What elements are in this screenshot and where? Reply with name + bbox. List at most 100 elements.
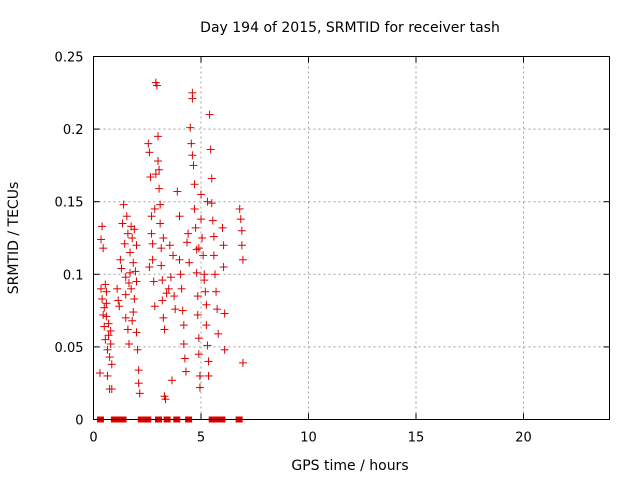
data-point bbox=[235, 204, 244, 213]
data-point bbox=[95, 369, 104, 378]
data-point bbox=[158, 276, 167, 285]
y-tick-label: 0.25 bbox=[55, 51, 84, 66]
data-point bbox=[157, 261, 166, 270]
data-point bbox=[236, 215, 245, 224]
data-point bbox=[99, 310, 108, 319]
data-point bbox=[181, 367, 190, 376]
data-point bbox=[180, 354, 189, 363]
data-point bbox=[161, 395, 170, 404]
data-point bbox=[188, 151, 197, 160]
data-point bbox=[114, 296, 123, 305]
data-point bbox=[156, 219, 165, 228]
data-point bbox=[106, 326, 115, 335]
data-point bbox=[148, 255, 157, 264]
data-point bbox=[155, 184, 164, 193]
data-point bbox=[208, 216, 217, 225]
data-point bbox=[190, 204, 199, 213]
data-point bbox=[204, 357, 213, 366]
data-point bbox=[145, 263, 154, 272]
data-point bbox=[122, 212, 131, 221]
data-point bbox=[214, 329, 223, 338]
data-point bbox=[191, 223, 200, 232]
data-point bbox=[131, 267, 140, 276]
data-point bbox=[130, 225, 139, 234]
data-point bbox=[220, 345, 229, 354]
data-point bbox=[183, 238, 192, 247]
data-point bbox=[219, 263, 228, 272]
data-point bbox=[210, 270, 219, 279]
data-point bbox=[148, 239, 157, 248]
data-point bbox=[195, 383, 204, 392]
data-point bbox=[105, 353, 114, 362]
data-point bbox=[154, 132, 162, 141]
data-point bbox=[169, 251, 178, 260]
data-point bbox=[173, 187, 182, 196]
data-point bbox=[124, 279, 133, 288]
data-point bbox=[212, 287, 221, 296]
data-point bbox=[166, 273, 175, 282]
x-tick-label: 0 bbox=[89, 431, 97, 446]
data-point bbox=[150, 204, 159, 213]
data-point bbox=[218, 223, 227, 232]
data-point bbox=[164, 284, 173, 293]
data-point bbox=[171, 305, 180, 314]
data-point bbox=[123, 325, 132, 334]
data-point bbox=[128, 234, 137, 242]
data-point bbox=[132, 277, 141, 286]
data-point bbox=[121, 313, 130, 322]
data-point bbox=[193, 310, 202, 319]
data-point bbox=[170, 292, 179, 301]
data-point bbox=[207, 199, 216, 208]
data-point bbox=[209, 251, 218, 260]
data-point bbox=[154, 157, 162, 166]
data-point bbox=[201, 287, 210, 296]
data-point bbox=[103, 371, 112, 380]
data-point bbox=[160, 325, 169, 334]
data-point bbox=[202, 300, 211, 309]
data-point bbox=[101, 280, 110, 289]
grid bbox=[93, 56, 610, 420]
data-point bbox=[238, 358, 247, 367]
y-tick-label: 0.05 bbox=[55, 341, 84, 356]
chart-title: Day 194 of 2015, SRMTID for receiver tas… bbox=[200, 20, 500, 36]
data-point bbox=[190, 180, 199, 189]
data-point bbox=[102, 299, 111, 308]
data-point bbox=[219, 241, 228, 250]
y-tick-label: 0.15 bbox=[55, 196, 84, 211]
data-point bbox=[121, 273, 130, 282]
data-point bbox=[129, 258, 138, 267]
x-axis-label: GPS time / hours bbox=[291, 458, 408, 474]
x-tick-label: 15 bbox=[408, 431, 425, 446]
data-point bbox=[156, 200, 165, 209]
data-point bbox=[126, 248, 135, 257]
data-point bbox=[102, 312, 111, 321]
x-tick-label: 5 bbox=[197, 431, 205, 446]
data-point bbox=[175, 212, 184, 221]
data-point bbox=[98, 222, 107, 231]
data-point bbox=[159, 313, 168, 322]
data-point bbox=[132, 241, 141, 250]
y-axis-label: SRMTID / TECUs bbox=[6, 182, 22, 295]
data-point bbox=[119, 200, 128, 209]
data-point bbox=[189, 161, 198, 170]
data-point bbox=[204, 371, 213, 380]
data-point bbox=[179, 339, 188, 348]
data-point bbox=[165, 241, 174, 250]
data-point bbox=[184, 229, 193, 238]
data-point bbox=[97, 284, 106, 293]
plot-frame bbox=[93, 56, 610, 420]
data-point bbox=[100, 303, 109, 312]
data-point bbox=[103, 345, 112, 354]
data-point bbox=[147, 229, 156, 238]
data-point bbox=[97, 235, 106, 244]
data-point bbox=[203, 197, 212, 206]
data-points bbox=[95, 78, 247, 423]
data-point bbox=[162, 289, 171, 298]
data-point bbox=[116, 255, 125, 264]
data-point bbox=[117, 264, 126, 273]
data-point bbox=[157, 244, 166, 253]
data-point bbox=[145, 148, 154, 157]
data-point bbox=[205, 110, 214, 119]
data-point bbox=[126, 268, 135, 277]
data-point bbox=[194, 350, 203, 359]
